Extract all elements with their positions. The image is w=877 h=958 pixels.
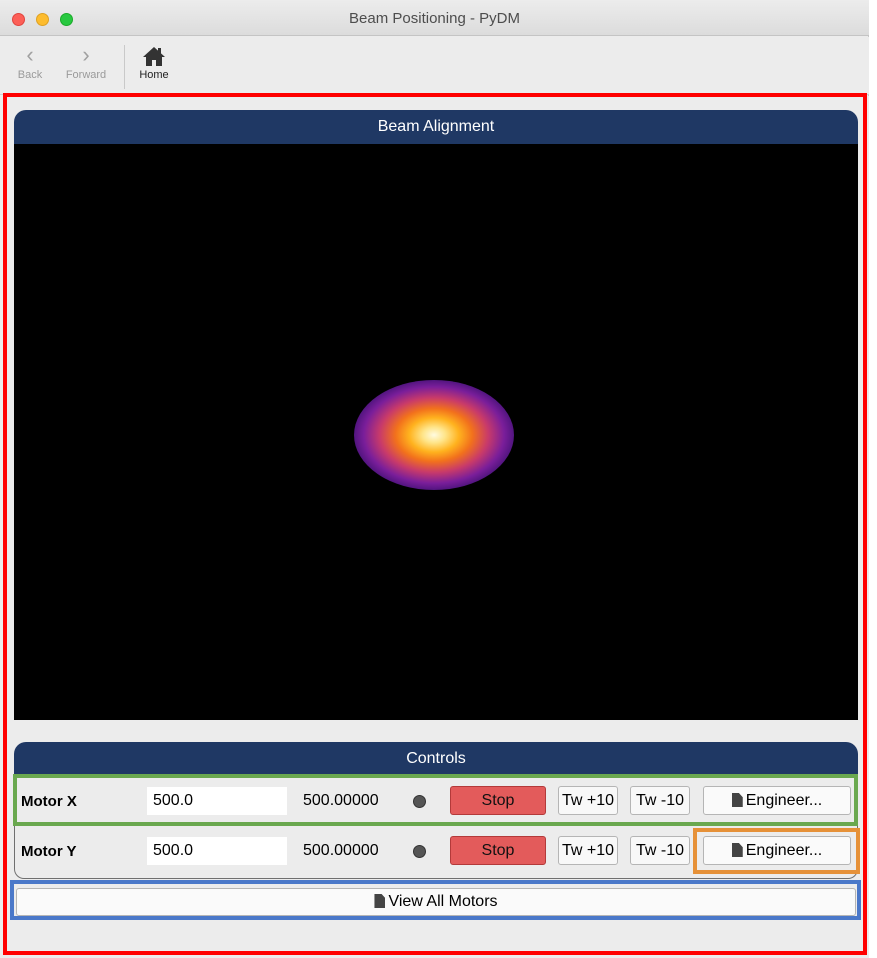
beam-spot bbox=[354, 380, 514, 490]
forward-button[interactable]: › Forward bbox=[58, 41, 114, 93]
motor-label: Motor X bbox=[21, 793, 77, 810]
document-icon bbox=[731, 793, 743, 807]
stop-button[interactable]: Stop bbox=[450, 786, 546, 815]
window-title: Beam Positioning - PyDM bbox=[349, 10, 520, 27]
minimize-window-button[interactable] bbox=[36, 13, 49, 26]
home-icon bbox=[132, 41, 176, 69]
main-content: Beam Alignment Controls Motor X 500.0000… bbox=[0, 96, 869, 958]
controls-header: Controls bbox=[14, 742, 858, 776]
close-window-button[interactable] bbox=[12, 13, 25, 26]
view-all-motors-label: View All Motors bbox=[388, 893, 498, 910]
document-icon bbox=[731, 843, 743, 857]
tweak-plus-button[interactable]: Tw +10 bbox=[558, 786, 618, 815]
motor-readback: 500.00000 bbox=[303, 792, 379, 809]
engineer-button[interactable]: Engineer... bbox=[703, 786, 851, 815]
tweak-minus-button[interactable]: Tw -10 bbox=[630, 786, 690, 815]
forward-label: Forward bbox=[65, 69, 107, 81]
back-button[interactable]: ‹ Back bbox=[10, 41, 50, 93]
engineer-button[interactable]: Engineer... bbox=[703, 836, 851, 865]
back-label: Back bbox=[17, 69, 43, 81]
toolbar: ‹ Back › Forward Home bbox=[0, 37, 869, 95]
motor-row-y: Motor Y 500.00000 Stop Tw +10 Tw -10 Eng… bbox=[15, 830, 857, 874]
motor-readback: 500.00000 bbox=[303, 842, 379, 859]
chevron-right-icon: › bbox=[82, 42, 90, 67]
tweak-minus-button[interactable]: Tw -10 bbox=[630, 836, 690, 865]
document-icon bbox=[374, 894, 386, 908]
motor-row-x: Motor X 500.00000 Stop Tw +10 Tw -10 Eng… bbox=[15, 780, 857, 824]
controls-panel: Motor X 500.00000 Stop Tw +10 Tw -10 Eng… bbox=[14, 776, 858, 879]
motor-setpoint-input[interactable] bbox=[147, 787, 287, 815]
chevron-left-icon: ‹ bbox=[26, 42, 34, 67]
tweak-plus-button[interactable]: Tw +10 bbox=[558, 836, 618, 865]
beam-alignment-header: Beam Alignment bbox=[14, 110, 858, 144]
motor-status-indicator bbox=[413, 845, 426, 858]
home-label: Home bbox=[139, 69, 169, 81]
title-bar: Beam Positioning - PyDM bbox=[0, 0, 869, 36]
home-button[interactable]: Home bbox=[132, 41, 176, 93]
motor-status-indicator bbox=[413, 795, 426, 808]
zoom-window-button[interactable] bbox=[60, 13, 73, 26]
view-all-motors-button[interactable]: View All Motors bbox=[16, 888, 856, 916]
motor-setpoint-input[interactable] bbox=[147, 837, 287, 865]
stop-button[interactable]: Stop bbox=[450, 836, 546, 865]
motor-label: Motor Y bbox=[21, 843, 77, 860]
engineer-label: Engineer... bbox=[745, 792, 823, 809]
beam-image-view[interactable] bbox=[14, 144, 858, 720]
toolbar-separator bbox=[124, 45, 125, 89]
engineer-label: Engineer... bbox=[745, 842, 823, 859]
